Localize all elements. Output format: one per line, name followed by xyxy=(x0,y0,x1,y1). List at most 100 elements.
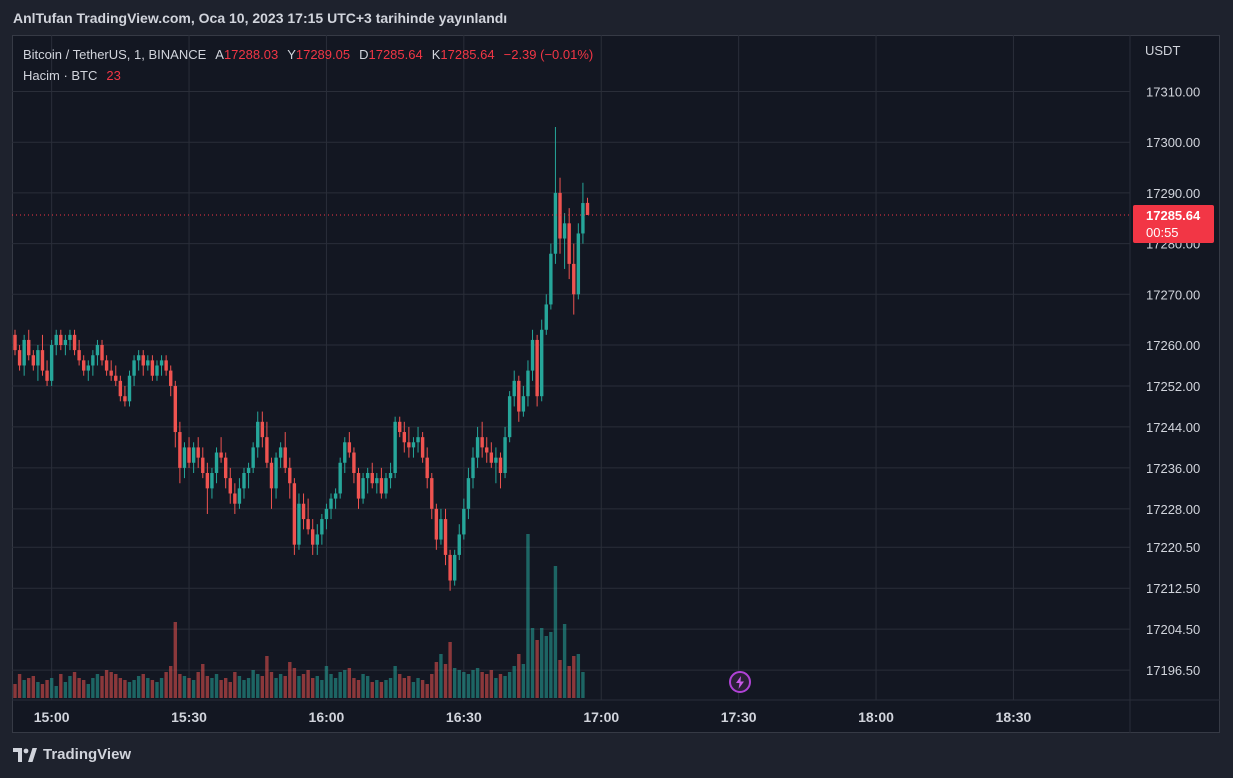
symbol-name[interactable]: Bitcoin / TetherUS, 1, BINANCE xyxy=(23,47,207,62)
candle[interactable] xyxy=(31,350,36,371)
candle[interactable] xyxy=(365,467,370,494)
candle[interactable] xyxy=(329,493,333,520)
candle[interactable] xyxy=(288,457,292,499)
candle[interactable] xyxy=(494,447,498,484)
candle[interactable] xyxy=(283,432,287,473)
candle[interactable] xyxy=(205,462,210,514)
candle[interactable] xyxy=(361,473,365,504)
candle[interactable] xyxy=(489,442,494,468)
candle[interactable] xyxy=(223,452,228,489)
candle[interactable] xyxy=(104,355,109,376)
candle[interactable] xyxy=(228,467,232,504)
candle[interactable] xyxy=(581,182,585,244)
candle[interactable] xyxy=(100,339,104,366)
candle[interactable] xyxy=(370,462,374,489)
candle[interactable] xyxy=(567,208,571,280)
candle[interactable] xyxy=(512,370,516,407)
candle[interactable] xyxy=(40,334,45,376)
candle[interactable] xyxy=(443,508,448,566)
candle[interactable] xyxy=(91,350,95,376)
candle[interactable] xyxy=(324,503,329,530)
candle[interactable] xyxy=(306,498,310,535)
candle[interactable] xyxy=(540,319,544,402)
candle[interactable] xyxy=(503,426,507,479)
candle[interactable] xyxy=(123,385,127,407)
candle[interactable] xyxy=(315,524,319,555)
candle[interactable] xyxy=(553,126,558,264)
candle[interactable] xyxy=(549,243,553,310)
candle[interactable] xyxy=(320,513,324,545)
candle[interactable] xyxy=(164,355,168,376)
candle[interactable] xyxy=(352,447,356,484)
candle[interactable] xyxy=(292,478,297,555)
candle[interactable] xyxy=(265,421,269,468)
candle[interactable] xyxy=(219,437,223,463)
candle[interactable] xyxy=(480,421,484,458)
candle[interactable] xyxy=(498,452,503,489)
candle[interactable] xyxy=(136,350,141,371)
candle[interactable] xyxy=(485,437,489,463)
candle[interactable] xyxy=(576,223,581,300)
candle[interactable] xyxy=(297,493,301,550)
candle[interactable] xyxy=(356,467,361,509)
candle[interactable] xyxy=(178,421,182,484)
candle[interactable] xyxy=(475,426,480,468)
candle[interactable] xyxy=(13,329,17,356)
candle[interactable] xyxy=(146,355,150,371)
candle[interactable] xyxy=(343,437,347,473)
candle[interactable] xyxy=(141,350,145,376)
candle[interactable] xyxy=(86,360,90,381)
candle[interactable] xyxy=(45,360,49,386)
candle[interactable] xyxy=(452,549,457,586)
candle[interactable] xyxy=(507,391,512,443)
candle[interactable] xyxy=(402,421,406,453)
candle[interactable] xyxy=(375,473,379,494)
candle[interactable] xyxy=(333,488,338,509)
candle[interactable] xyxy=(114,365,118,386)
candle[interactable] xyxy=(150,355,155,381)
tradingview-logo[interactable]: TradingView xyxy=(13,746,131,763)
candle[interactable] xyxy=(416,426,420,453)
candle[interactable] xyxy=(132,355,136,386)
candle[interactable] xyxy=(196,437,200,468)
chart-frame[interactable] xyxy=(12,35,1220,733)
candle[interactable] xyxy=(251,442,255,473)
candle[interactable] xyxy=(425,447,429,489)
candle[interactable] xyxy=(471,447,475,489)
candle[interactable] xyxy=(22,334,26,376)
candle[interactable] xyxy=(77,339,81,366)
candlestick-chart[interactable]: 17310.0017300.0017290.0017280.0017270.00… xyxy=(12,35,1220,733)
candle[interactable] xyxy=(338,457,342,499)
candle[interactable] xyxy=(256,411,260,458)
candle[interactable] xyxy=(407,426,411,458)
candle[interactable] xyxy=(466,467,471,520)
candle[interactable] xyxy=(54,329,58,356)
candle[interactable] xyxy=(544,294,548,335)
candle[interactable] xyxy=(411,437,416,458)
candle[interactable] xyxy=(127,370,132,407)
candle[interactable] xyxy=(169,365,173,397)
candle[interactable] xyxy=(201,447,205,479)
candle[interactable] xyxy=(448,549,452,591)
candle[interactable] xyxy=(27,329,31,361)
candle[interactable] xyxy=(521,385,526,417)
candle[interactable] xyxy=(182,442,187,479)
candle[interactable] xyxy=(430,473,434,520)
candle[interactable] xyxy=(384,473,388,499)
candle[interactable] xyxy=(562,213,567,269)
candle[interactable] xyxy=(398,416,402,438)
candle[interactable] xyxy=(558,177,562,254)
candle[interactable] xyxy=(572,243,576,315)
candle[interactable] xyxy=(187,437,191,468)
candle[interactable] xyxy=(434,503,439,550)
candle[interactable] xyxy=(95,339,100,366)
candle[interactable] xyxy=(301,493,306,530)
candle[interactable] xyxy=(526,360,530,407)
candle[interactable] xyxy=(260,411,265,448)
candle[interactable] xyxy=(233,483,237,514)
candle[interactable] xyxy=(49,339,54,386)
candle[interactable] xyxy=(379,467,384,499)
candle[interactable] xyxy=(535,334,539,407)
candle[interactable] xyxy=(517,375,521,422)
candle[interactable] xyxy=(585,197,590,216)
